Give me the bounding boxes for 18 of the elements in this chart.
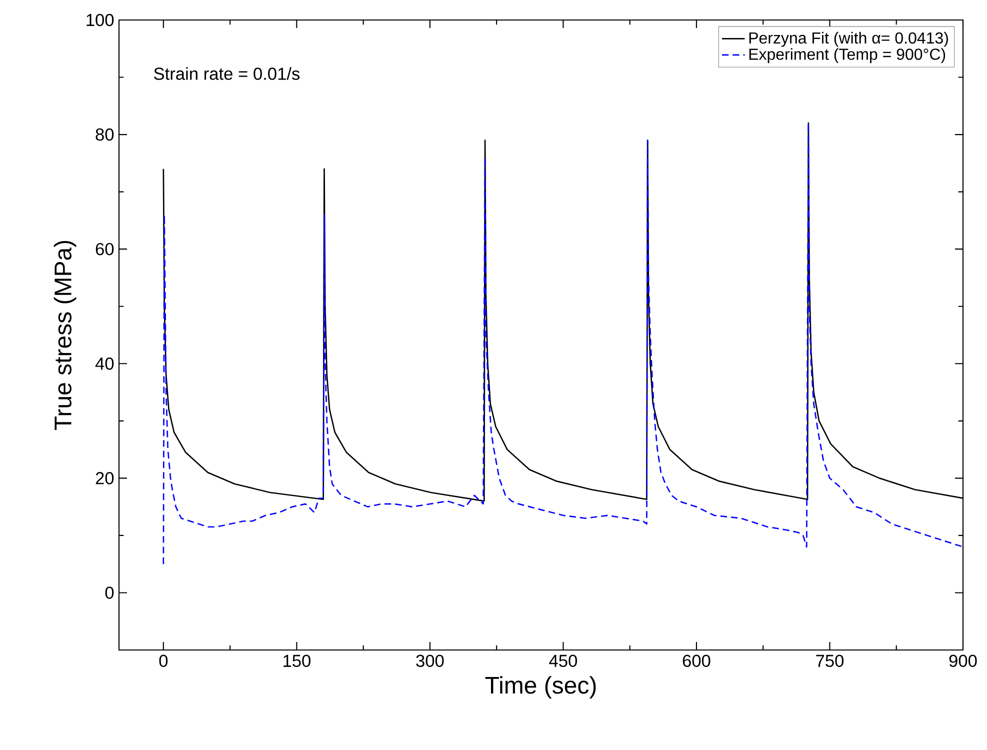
x-tick-label: 300 [416, 654, 444, 667]
y-tick-label: 20 [96, 472, 114, 484]
x-tick-label: 750 [816, 654, 844, 667]
x-tick-label: 0 [159, 654, 168, 667]
x-tick-label: 450 [549, 654, 577, 667]
legend-label: Perzyna Fit (with α= 0.0413) [749, 32, 948, 47]
x-tick-label: 150 [284, 654, 310, 667]
y-tick-label: 60 [96, 242, 114, 256]
x-tick-label: 900 [949, 654, 977, 667]
x-tick-label: 600 [682, 654, 710, 667]
annotation: Strain rate = 0.01/s [154, 67, 300, 80]
y-tick-label: 40 [95, 357, 114, 370]
y-tick-label: 0 [105, 586, 114, 599]
x-axis-title: Time (sec) [485, 676, 596, 699]
legend-label: Experiment (Temp = 900°C) [749, 48, 946, 64]
y-tick-label: 80 [96, 128, 114, 141]
y-tick-label: 100 [86, 14, 114, 26]
y-axis-title: True stress (MPa) [54, 240, 76, 430]
